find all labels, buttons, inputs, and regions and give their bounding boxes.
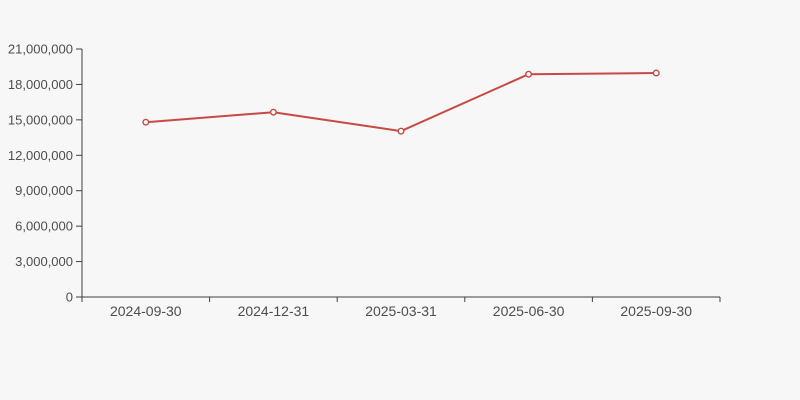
data-line bbox=[144, 72, 658, 133]
data-point-marker bbox=[397, 127, 405, 135]
y-axis-label: 0 bbox=[66, 290, 73, 305]
y-axis-label: 9,000,000 bbox=[15, 183, 73, 198]
y-axis-label: 15,000,000 bbox=[8, 112, 73, 127]
x-axis-label: 2024-12-31 bbox=[238, 303, 310, 319]
x-axis-label: 2025-09-30 bbox=[620, 303, 692, 319]
y-axis-label: 3,000,000 bbox=[15, 254, 73, 269]
y-axis-label: 18,000,000 bbox=[8, 77, 73, 92]
data-point-marker bbox=[269, 108, 277, 116]
y-axis-label: 21,000,000 bbox=[8, 42, 73, 57]
x-axis-label: 2025-06-30 bbox=[493, 303, 565, 319]
data-point-marker bbox=[525, 70, 533, 78]
data-point-marker bbox=[142, 118, 150, 126]
y-axis-label: 12,000,000 bbox=[8, 148, 73, 163]
x-axis-label: 2025-03-31 bbox=[365, 303, 437, 319]
y-axis-label: 6,000,000 bbox=[15, 219, 73, 234]
data-point-marker bbox=[652, 69, 660, 77]
x-axis-label: 2024-09-30 bbox=[110, 303, 182, 319]
